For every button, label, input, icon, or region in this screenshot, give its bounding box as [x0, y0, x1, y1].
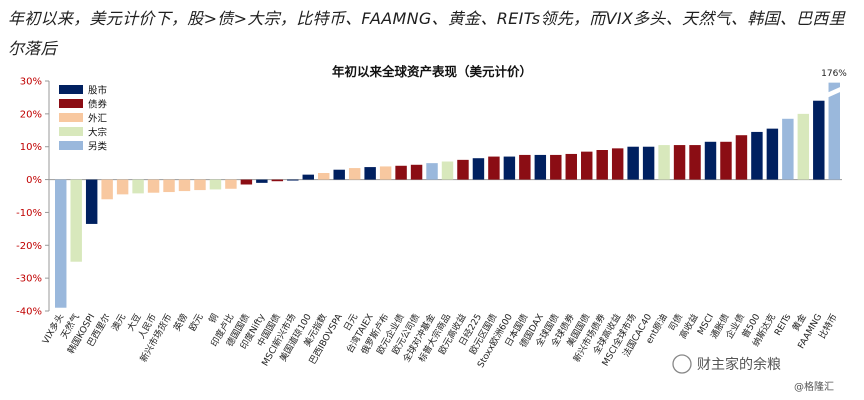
y-tick-label: -10% — [16, 208, 42, 219]
bar — [813, 100, 825, 180]
bar — [751, 131, 763, 180]
bar — [457, 159, 469, 180]
bar — [147, 179, 160, 193]
bar — [225, 179, 237, 189]
bar — [318, 173, 330, 180]
bar — [348, 168, 361, 180]
bar — [797, 113, 810, 180]
legend-swatch — [59, 141, 83, 150]
bar — [256, 179, 268, 183]
y-tick-label: -30% — [16, 274, 42, 285]
bar — [720, 141, 732, 180]
bar — [70, 179, 82, 262]
bar — [596, 150, 608, 180]
category-label: VIX多头 — [39, 312, 66, 347]
y-tick-label: -40% — [16, 307, 42, 318]
bar — [287, 179, 299, 181]
category-label: 铜 — [206, 312, 221, 326]
bar — [503, 156, 516, 180]
category-label: 欧元 — [186, 312, 205, 334]
bar — [488, 156, 500, 180]
bar — [426, 163, 438, 180]
legend-label: 外汇 — [88, 113, 108, 125]
legend-label: 股市 — [88, 85, 108, 97]
bar — [673, 145, 686, 180]
bar — [55, 179, 67, 308]
bar — [828, 82, 840, 180]
bar — [194, 179, 206, 191]
bars — [55, 82, 841, 308]
watermark: 财主家的余粮 @格隆汇 — [672, 354, 834, 393]
bar — [565, 153, 577, 180]
axis-break-marker — [827, 86, 841, 98]
y-tick-label: 20% — [20, 109, 42, 120]
legend-label: 大宗 — [88, 127, 107, 139]
y-tick-label: 30% — [20, 77, 42, 88]
bar — [627, 146, 639, 180]
category-label: REITs — [773, 312, 793, 337]
bar — [550, 154, 562, 180]
bar — [379, 166, 392, 180]
bar — [85, 179, 98, 224]
y-tick-label: 10% — [20, 142, 42, 153]
legend-swatch — [59, 85, 83, 94]
bar — [271, 179, 284, 182]
bar — [441, 161, 454, 180]
bar — [410, 164, 423, 180]
watermark-sub: @格隆汇 — [794, 380, 834, 393]
y-tick-label: 0% — [26, 175, 42, 186]
bar — [116, 179, 129, 195]
bar — [240, 179, 253, 185]
bar — [178, 179, 191, 192]
bar — [611, 148, 624, 180]
bar — [101, 179, 113, 200]
legend-swatch — [59, 113, 83, 122]
watermark-main: 财主家的余粮 — [697, 356, 781, 373]
wechat-icon — [672, 354, 692, 374]
bar — [704, 141, 717, 180]
category-label: 澳元 — [109, 312, 128, 334]
legend-swatch — [59, 99, 83, 108]
annotation-176: 176% — [821, 69, 847, 79]
bar — [395, 165, 407, 180]
bar — [766, 128, 779, 180]
bar — [333, 169, 345, 180]
y-tick-label: -20% — [16, 241, 42, 252]
bar — [163, 179, 175, 193]
bar — [581, 151, 593, 180]
bar — [364, 167, 376, 180]
bar — [472, 158, 485, 180]
bar — [782, 118, 794, 180]
bar — [534, 154, 547, 180]
chart-title: 年初以来全球资产表现（美元计价） — [332, 64, 532, 79]
bar — [209, 179, 222, 190]
axes: -40% -30% -20% -10% 0% 10% 20% 30% — [16, 77, 842, 318]
headline-text: 年初以来，美元计价下，股>债>大宗，比特币、FAAMNG、黄金、REITs领先，… — [8, 9, 846, 58]
category-label: 英镑 — [171, 312, 190, 334]
bar — [658, 145, 670, 180]
bar — [642, 146, 655, 180]
bar — [132, 179, 144, 194]
bar — [735, 135, 748, 180]
legend-label: 另类 — [88, 141, 108, 153]
bar — [519, 154, 531, 180]
legend-label: 债券 — [88, 99, 108, 111]
bar — [302, 174, 314, 180]
legend-swatch — [59, 127, 83, 136]
bar — [689, 145, 701, 180]
